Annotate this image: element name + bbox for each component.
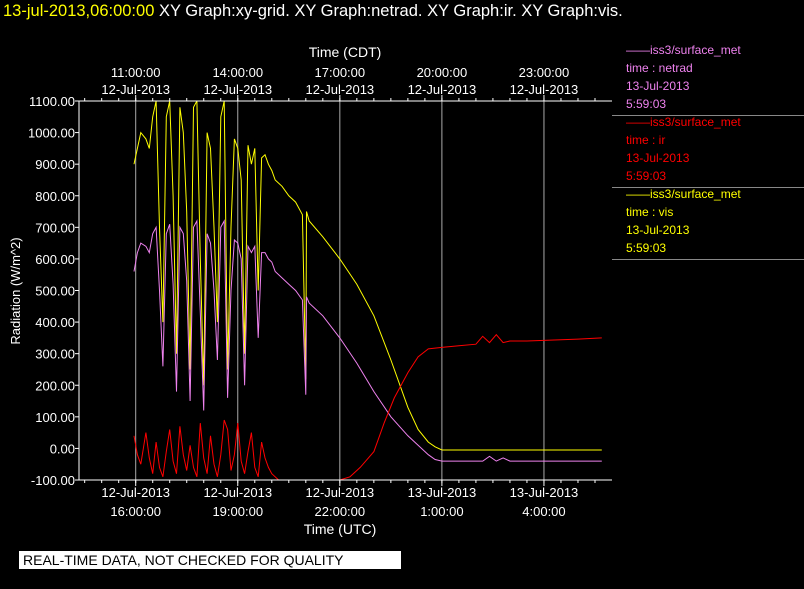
y-tick-label-5: 400.00 (35, 315, 75, 330)
x-tick-label-bottom-date-1: 12-Jul-2013 (203, 485, 272, 500)
legend-separator (612, 259, 804, 260)
x-tick-label-top-time-3: 20:00:00 (417, 65, 468, 80)
x-tick-label-top-time-1: 14:00:00 (212, 65, 263, 80)
series-lines (133, 101, 602, 480)
legend-source: ——iss3/surface_met (626, 43, 741, 57)
x-tick-label-top-date-1: 12-Jul-2013 (203, 82, 272, 97)
x-tick-label-bottom-time-1: 19:00:00 (212, 504, 263, 519)
legend-separator (612, 115, 804, 116)
legend-date: 13-Jul-2013 (626, 79, 690, 93)
legend-date: 13-Jul-2013 (626, 223, 690, 237)
header: 13-jul-2013,06:00:00 XY Graph:xy-grid. X… (3, 2, 623, 21)
y-tick-label-10: 900.00 (35, 157, 75, 172)
x-tick-label-bottom-date-4: 13-Jul-2013 (510, 485, 579, 500)
series-netrad-line (133, 219, 602, 462)
y-tick-label-6: 500.00 (35, 284, 75, 299)
x-tick-label-bottom-date-0: 12-Jul-2013 (101, 485, 170, 500)
x-tick-label-top-time-2: 17:00:00 (315, 65, 366, 80)
legend-source: ——iss3/surface_met (626, 115, 741, 129)
y-tick-label-4: 300.00 (35, 347, 75, 362)
series-vis-line (133, 101, 602, 451)
x-tick-label-top-date-0: 12-Jul-2013 (101, 82, 170, 97)
legend-separator (612, 187, 804, 188)
y-tick-label-9: 800.00 (35, 189, 75, 204)
x-tick-label-bottom-time-4: 4:00:00 (522, 504, 565, 519)
x-tick-label-bottom-date-2: 12-Jul-2013 (306, 485, 375, 500)
x-tick-label-bottom-time-3: 1:00:00 (420, 504, 463, 519)
x-axis-label-bottom: Time (UTC) (304, 521, 377, 537)
header-timestamp: 13-jul-2013,06:00:00 (3, 2, 155, 20)
legend-label: time : vis (626, 205, 674, 219)
y-axis-label: Radiation (W/m^2) (8, 237, 23, 344)
legend-source: ——iss3/surface_met (626, 187, 741, 201)
x-tick-label-top-date-4: 12-Jul-2013 (510, 82, 579, 97)
x-tick-label-bottom-date-3: 13-Jul-2013 (408, 485, 477, 500)
y-tick-label-8: 700.00 (35, 220, 75, 235)
x-tick-label-top-time-0: 11:00:00 (111, 65, 161, 80)
y-tick-label-3: 200.00 (35, 378, 75, 393)
y-tick-label-11: 1000.00 (28, 126, 75, 141)
legend-time: 5:59:03 (626, 97, 667, 111)
grid (135, 101, 545, 480)
series-ir-line (133, 333, 602, 480)
y-tick-label-2: 100.00 (35, 410, 75, 425)
header-titles: XY Graph:xy-grid. XY Graph:netrad. XY Gr… (158, 2, 623, 20)
x-tick-label-top-time-4: 23:00:00 (519, 65, 570, 80)
legend-date: 13-Jul-2013 (626, 151, 690, 165)
legend-time: 5:59:03 (626, 169, 667, 183)
legend-label: time : ir (626, 133, 666, 147)
quality-warning-banner: REAL-TIME DATA, NOT CHECKED FOR QUALITY (19, 551, 401, 569)
y-tick-label-1: 0.00 (50, 441, 75, 456)
legend-label: time : netrad (626, 61, 693, 75)
y-tick-label-0: -100.00 (31, 473, 75, 488)
x-tick-label-top-date-2: 12-Jul-2013 (306, 82, 375, 97)
x-tick-label-bottom-time-0: 16:00:00 (110, 504, 161, 519)
x-axis-label-top: Time (CDT) (309, 44, 382, 60)
x-tick-label-top-date-3: 12-Jul-2013 (408, 82, 477, 97)
x-tick-label-bottom-time-2: 22:00:00 (315, 504, 366, 519)
axes: -100.00 0.00 100.00 200.00 300.00 400.00 500.0… (28, 65, 612, 519)
y-tick-label-12: 1100.00 (29, 94, 75, 109)
legend-time: 5:59:03 (626, 241, 667, 255)
y-tick-label-7: 600.00 (35, 252, 75, 267)
